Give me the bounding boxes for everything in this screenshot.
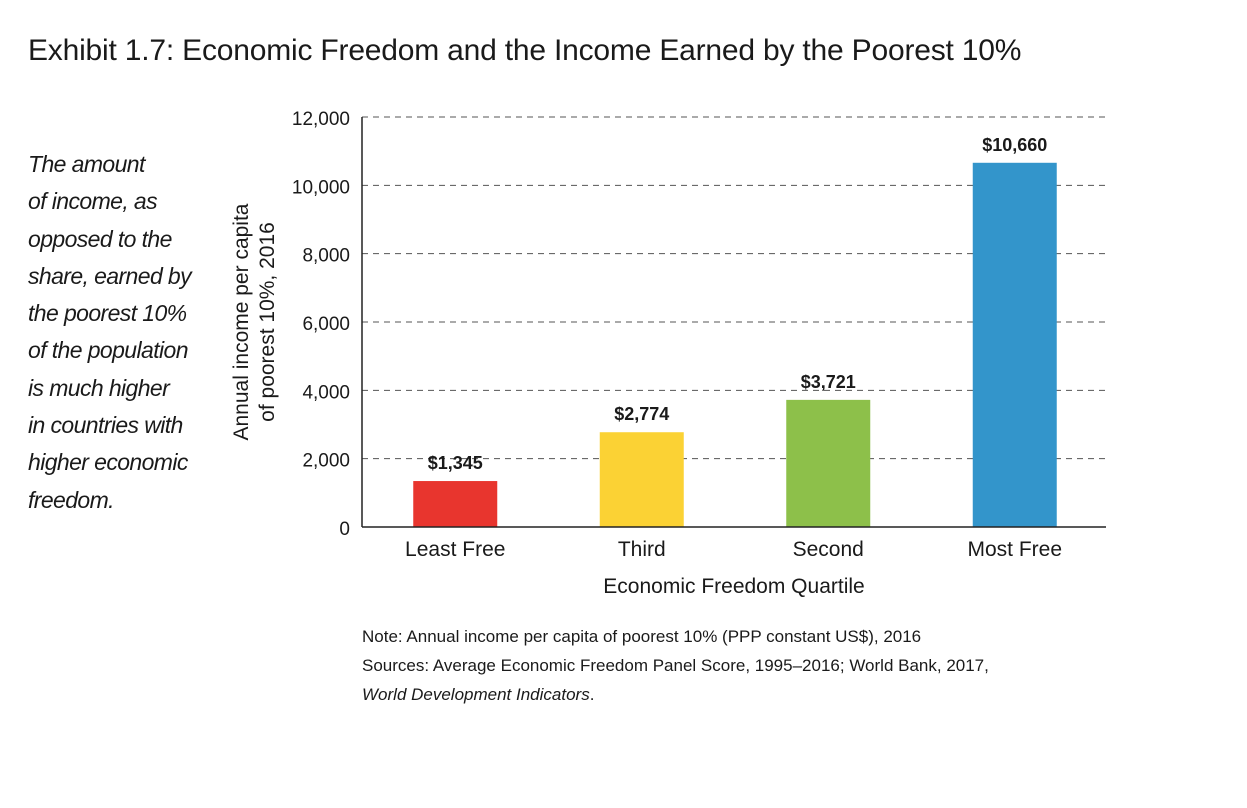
sources-publication: World Development Indicators — [362, 685, 590, 704]
x-tick-label: Least Free — [405, 538, 505, 561]
sidebar-line: of the population — [28, 337, 188, 364]
bar — [786, 399, 871, 527]
sidebar-line: higher economic — [28, 449, 188, 476]
y-tick-label: 8,000 — [302, 246, 350, 267]
note-text: Note: Annual income per capita of poores… — [362, 627, 922, 646]
sidebar-line: freedom. — [28, 486, 115, 513]
sidebar-line: opposed to the — [28, 225, 172, 252]
axes — [361, 117, 1106, 528]
y-axis-title-line: Annual income per capita — [230, 203, 253, 440]
sidebar-line: share, earned by — [28, 262, 192, 289]
y-tick-label: 4,000 — [302, 382, 350, 403]
y-tick-label: 0 — [339, 519, 350, 540]
sources-publication-line: World Development Indicators. — [362, 680, 989, 709]
y-tick-label: 10,000 — [292, 177, 350, 198]
chart-notes: Note: Annual income per capita of poores… — [362, 622, 989, 709]
y-tick-label: 2,000 — [302, 451, 350, 472]
data-label: $1,345 — [428, 453, 483, 473]
x-axis-title: Economic Freedom Quartile — [603, 575, 864, 598]
sidebar-annotation: The amount of income, as opposed to the … — [28, 146, 218, 519]
bars — [413, 162, 1057, 528]
sidebar-line: the poorest 10% — [28, 300, 187, 327]
y-tick-label: 6,000 — [302, 314, 350, 335]
labels: 0 2,000 4,000 6,000 8,000 10,000 12,000 $1,345 L… — [230, 109, 1062, 598]
y-tick-label: 12,000 — [292, 109, 350, 130]
x-tick-label: Third — [618, 538, 666, 561]
bar — [413, 481, 498, 527]
bar — [972, 162, 1057, 528]
sidebar-line: is much higher — [28, 374, 170, 401]
sources-text: Sources: Average Economic Freedom Panel … — [362, 656, 989, 675]
data-label: $10,660 — [982, 135, 1047, 155]
data-label: $2,774 — [614, 404, 669, 424]
sidebar-line: of income, as — [28, 188, 158, 215]
sources-end: . — [589, 685, 595, 704]
x-tick-label: Most Free — [967, 538, 1062, 561]
x-tick-label: Second — [793, 538, 864, 561]
y-axis-title-line: of poorest 10%, 2016 — [256, 222, 279, 422]
sidebar-line: in countries with — [28, 412, 183, 439]
exhibit-title: Exhibit 1.7: Economic Freedom and the In… — [28, 34, 1022, 67]
sidebar-line: The amount — [28, 151, 145, 177]
data-label: $3,721 — [801, 372, 856, 392]
bar — [599, 432, 684, 527]
